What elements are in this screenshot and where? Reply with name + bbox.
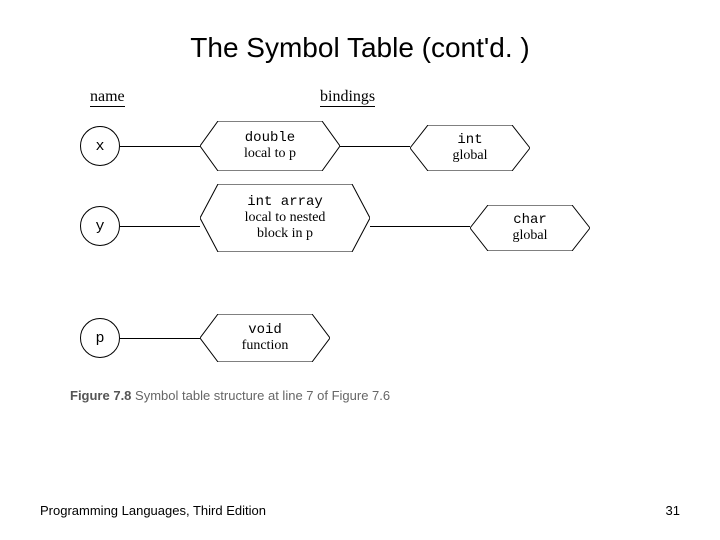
name-node-y: y bbox=[80, 206, 120, 246]
connector-line bbox=[340, 146, 410, 147]
column-header-bindings: bindings bbox=[320, 88, 375, 107]
column-header-name: name bbox=[90, 88, 125, 107]
binding-node: voidfunction bbox=[200, 314, 330, 362]
binding-node: charglobal bbox=[470, 205, 590, 251]
connector-line bbox=[370, 226, 470, 227]
binding-node: intglobal bbox=[410, 125, 530, 171]
symbol-table-diagram: name bindings x doublelocal to p intglobal y i… bbox=[70, 88, 670, 428]
binding-node: int arraylocal to nestedblock in p bbox=[200, 184, 370, 252]
connector-line bbox=[120, 338, 200, 339]
footer-book-title: Programming Languages, Third Edition bbox=[40, 503, 266, 518]
binding-node: doublelocal to p bbox=[200, 121, 340, 171]
name-node-p: p bbox=[80, 318, 120, 358]
name-node-x: x bbox=[80, 126, 120, 166]
page-number: 31 bbox=[666, 503, 680, 518]
connector-line bbox=[120, 146, 200, 147]
figure-caption: Figure 7.8 Symbol table structure at lin… bbox=[70, 388, 390, 403]
connector-line bbox=[120, 226, 200, 227]
page-title: The Symbol Table (cont'd. ) bbox=[40, 32, 680, 64]
